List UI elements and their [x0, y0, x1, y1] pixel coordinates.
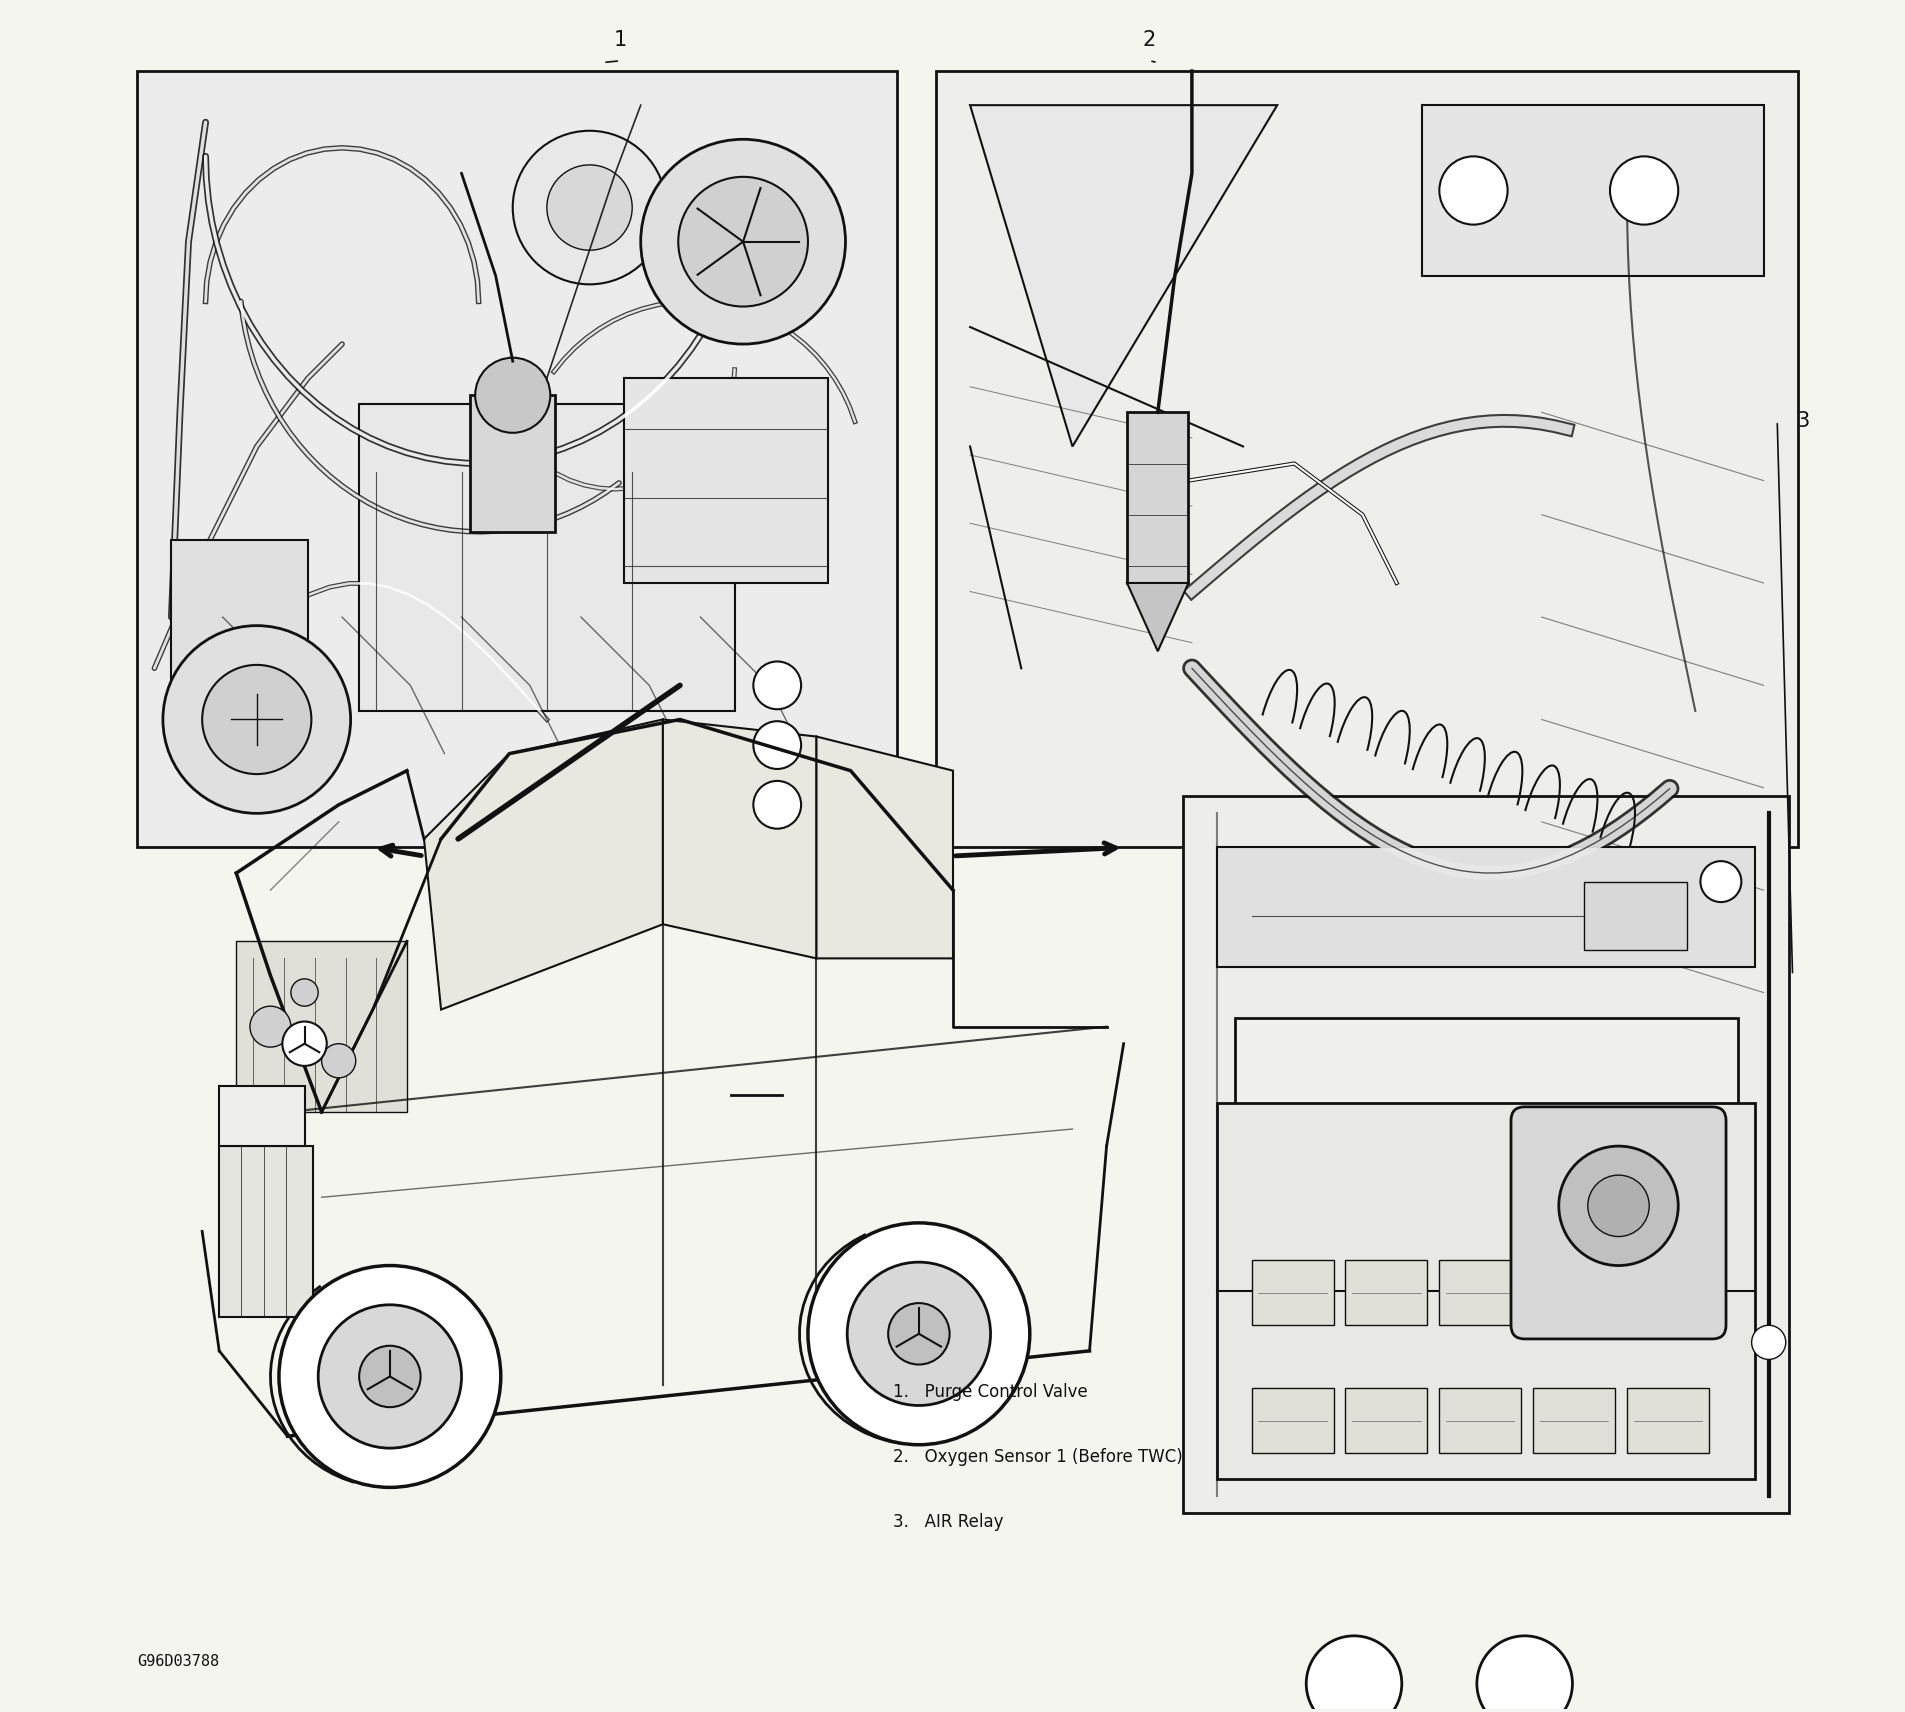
- Circle shape: [1558, 1145, 1678, 1265]
- Bar: [1438, 1388, 1520, 1453]
- Bar: [1126, 413, 1189, 584]
- Circle shape: [640, 139, 846, 344]
- Circle shape: [752, 661, 800, 709]
- Bar: [1183, 796, 1789, 1513]
- Circle shape: [1587, 1174, 1648, 1236]
- Bar: [1421, 104, 1762, 276]
- Bar: [219, 1145, 312, 1317]
- Circle shape: [1305, 1637, 1400, 1712]
- Bar: [1217, 847, 1755, 967]
- Bar: [1583, 882, 1686, 950]
- Polygon shape: [1126, 584, 1189, 651]
- Bar: [1438, 1260, 1520, 1325]
- Circle shape: [202, 664, 311, 774]
- Text: 1.   Purge Control Valve: 1. Purge Control Valve: [893, 1383, 1088, 1400]
- Text: 2: 2: [1141, 31, 1154, 50]
- Circle shape: [474, 358, 551, 433]
- Bar: [1345, 1260, 1427, 1325]
- Bar: [171, 541, 309, 745]
- Bar: [1627, 1388, 1709, 1453]
- Bar: [1532, 1388, 1614, 1453]
- Text: 3.   AIR Relay: 3. AIR Relay: [893, 1512, 1004, 1531]
- Bar: [471, 395, 554, 532]
- Circle shape: [318, 1305, 461, 1448]
- Circle shape: [278, 1265, 501, 1488]
- Bar: [1234, 1019, 1737, 1445]
- Bar: [358, 404, 733, 710]
- Polygon shape: [663, 719, 815, 959]
- Bar: [935, 70, 1796, 847]
- Circle shape: [1476, 1637, 1572, 1712]
- Circle shape: [752, 721, 800, 769]
- FancyBboxPatch shape: [1511, 1108, 1726, 1339]
- Circle shape: [1438, 156, 1507, 224]
- Circle shape: [808, 1222, 1029, 1445]
- Polygon shape: [423, 719, 663, 1010]
- Polygon shape: [815, 736, 952, 959]
- Text: 1: 1: [613, 31, 627, 50]
- Bar: [236, 942, 408, 1113]
- Circle shape: [846, 1262, 991, 1406]
- Circle shape: [282, 1022, 326, 1067]
- Circle shape: [1751, 1325, 1785, 1359]
- Bar: [137, 70, 895, 847]
- Bar: [1532, 1260, 1614, 1325]
- Bar: [623, 378, 829, 584]
- Circle shape: [512, 130, 667, 284]
- Bar: [1217, 1104, 1755, 1479]
- Circle shape: [322, 1044, 356, 1079]
- Circle shape: [1610, 156, 1678, 224]
- Bar: [1252, 1388, 1334, 1453]
- Circle shape: [678, 176, 808, 306]
- Bar: [1252, 1260, 1334, 1325]
- Circle shape: [291, 979, 318, 1007]
- Bar: [1627, 1260, 1709, 1325]
- Text: G96D03788: G96D03788: [137, 1654, 219, 1669]
- Bar: [1345, 1388, 1427, 1453]
- Bar: [219, 1087, 305, 1145]
- Circle shape: [752, 781, 800, 829]
- Text: 3: 3: [1795, 411, 1808, 431]
- Circle shape: [358, 1346, 421, 1407]
- Circle shape: [888, 1303, 949, 1364]
- Polygon shape: [970, 104, 1276, 447]
- Text: 2.   Oxygen Sensor 1 (Before TWC): 2. Oxygen Sensor 1 (Before TWC): [893, 1448, 1183, 1465]
- Circle shape: [250, 1007, 291, 1048]
- Circle shape: [162, 625, 351, 813]
- Circle shape: [547, 164, 632, 250]
- Circle shape: [1699, 861, 1741, 902]
